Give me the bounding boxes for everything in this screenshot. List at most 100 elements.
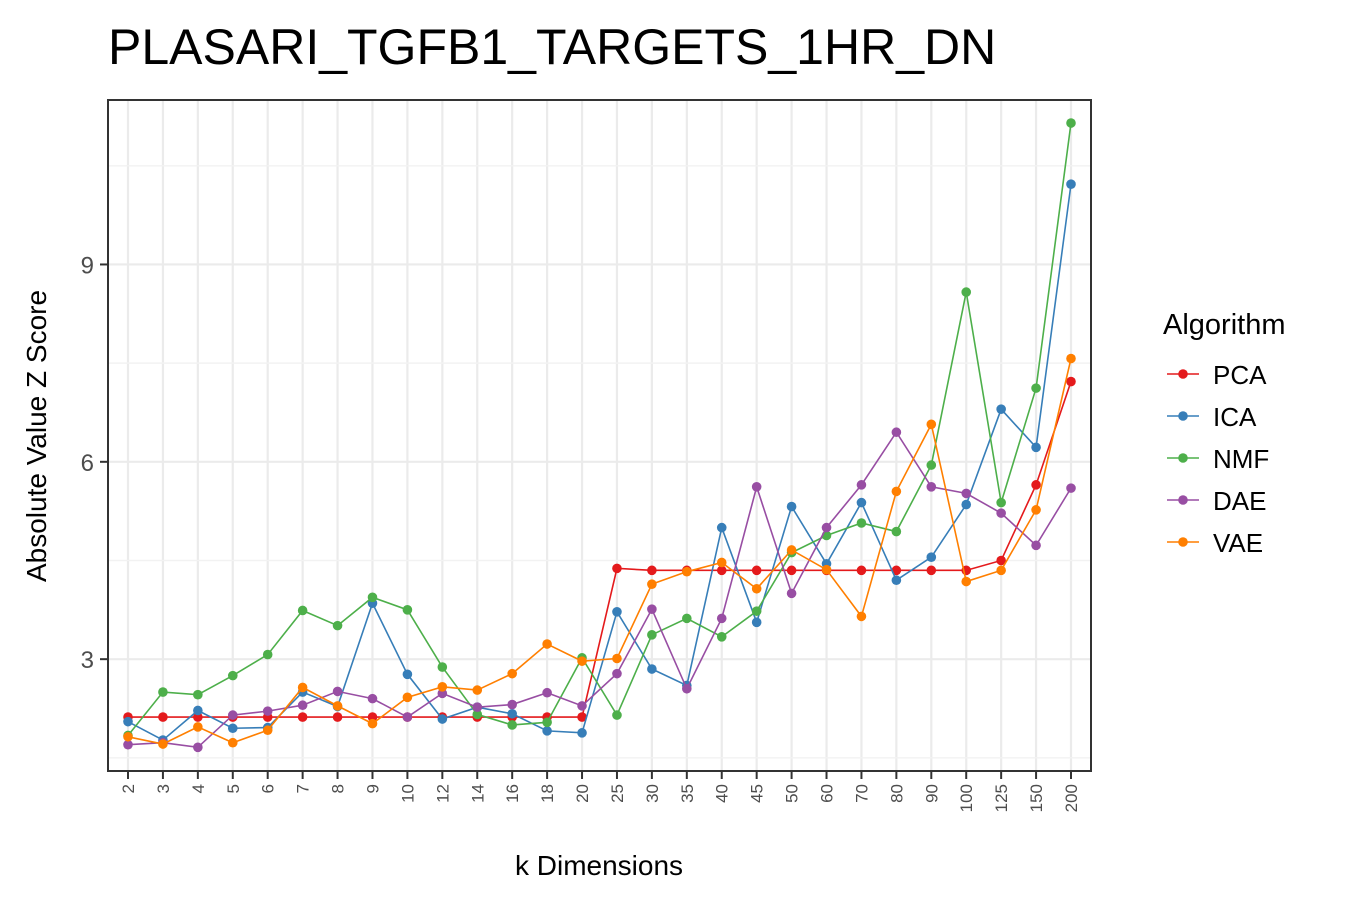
y-axis-label: Absolute Value Z Score [21,290,52,582]
data-point [786,545,797,555]
data-point [612,710,622,720]
data-point [716,557,727,568]
data-point [472,709,483,720]
data-point [716,522,727,533]
data-point [437,688,448,699]
data-point [926,460,937,470]
data-point [1066,483,1076,493]
data-point [367,712,378,722]
data-point [751,583,762,594]
data-point [647,579,657,589]
series-line [127,122,1072,736]
x-tick-label: 150 [1027,784,1046,812]
data-point [123,716,133,727]
data-point [1031,480,1041,490]
x-tick-label: 3 [154,784,173,793]
data-point [612,668,622,679]
data-point [158,712,168,722]
x-tick-label: 5 [224,784,243,793]
data-point [542,726,552,736]
data-point [786,588,797,599]
data-point [612,607,622,617]
legend-item-vae: VAE [1167,528,1263,558]
x-tick-label: 30 [643,784,662,803]
data-point [716,632,727,642]
data-point [891,427,902,438]
data-point [821,522,832,533]
data-point [297,682,308,693]
data-point [507,699,517,710]
data-point [437,662,448,672]
data-point [856,497,867,508]
data-point [856,518,867,528]
data-point [996,497,1006,508]
data-point [891,526,902,537]
data-point [751,482,762,492]
data-point [193,742,203,753]
data-point [437,681,448,692]
x-tick-label: 7 [294,784,313,793]
data-point [367,693,378,704]
x-tick-label: 25 [608,784,627,803]
data-point [926,565,937,576]
data-point [682,566,692,577]
x-tick-label: 16 [503,784,522,803]
data-point [402,605,413,615]
data-point [367,592,378,603]
x-tick-label: 2 [119,784,138,793]
data-point [996,508,1006,518]
y-tick-label: 6 [81,450,94,477]
data-point [751,617,762,628]
data-point [891,565,902,576]
y-tick-label: 3 [81,647,94,674]
x-tick-label: 100 [957,784,976,812]
series-layer [123,118,1076,753]
data-point [856,480,867,490]
data-point [472,685,483,695]
data-point [856,565,867,576]
data-point [542,687,552,698]
data-point [647,630,657,640]
x-tick-label: 70 [852,784,871,803]
data-point [577,701,587,711]
legend-swatch-point [1178,453,1188,463]
x-tick-label: 45 [748,784,767,803]
x-tick-label: 40 [713,784,732,803]
data-point [332,620,343,631]
data-point [612,653,622,664]
x-tick-label: 9 [363,784,382,793]
x-axis-label: k Dimensions [515,850,683,881]
data-point [507,720,517,730]
data-point [716,565,727,576]
x-tick-label: 8 [329,784,348,793]
data-point [926,552,937,563]
data-point [227,670,238,681]
series-line [128,381,1072,718]
x-tick-label: 14 [468,784,487,803]
plot-border [107,99,1092,772]
data-point [1066,353,1076,364]
x-tick-label: 90 [922,784,941,803]
data-point [612,563,622,574]
x-tick-label: 4 [189,784,208,793]
data-point [926,482,937,492]
data-point [682,683,692,694]
data-point [647,565,657,576]
data-point [821,564,832,575]
data-point [332,686,343,697]
data-point [542,717,552,728]
data-point [367,718,378,729]
data-point [716,613,727,624]
data-point [961,287,972,297]
legend-label: PCA [1213,360,1267,390]
chart-title: PLASARI_TGFB1_TARGETS_1HR_DN [108,19,996,75]
legend-title: Algorithm [1163,309,1286,341]
x-tick-label: 18 [538,784,557,803]
legend-label: ICA [1213,402,1257,432]
data-point [577,656,587,666]
data-point [297,700,308,711]
data-point [751,565,762,576]
x-tick-label: 80 [887,784,906,803]
data-point [262,706,273,716]
data-point [961,576,972,587]
